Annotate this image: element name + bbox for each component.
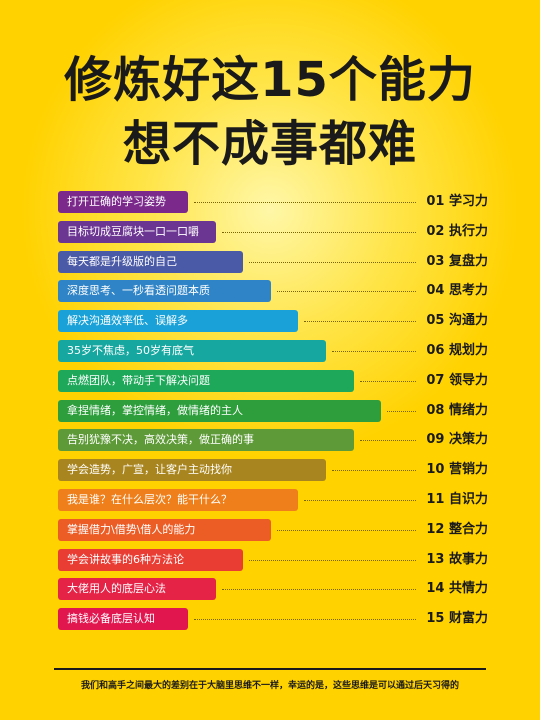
- ability-description-bar: 打开正确的学习姿势: [58, 191, 188, 213]
- ability-description-bar: 学会讲故事的6种方法论: [58, 548, 244, 571]
- ability-description-bar: 拿捏情绪，掌控情绪，做情绪的主人: [58, 399, 382, 422]
- ability-label: 14 共情力: [426, 581, 488, 597]
- dotted-leader-line: [359, 380, 416, 382]
- ability-label: 09 决策力: [426, 432, 488, 448]
- ability-description-bar: 点燃团队，带动手下解决问题: [58, 369, 354, 392]
- ability-row: 打开正确的学习姿势 01 学习力: [58, 191, 488, 213]
- ability-row: 每天都是升级版的自己 03 复盘力: [58, 250, 488, 273]
- ability-description-bar: 我是谁？在什么层次？能干什么？: [58, 489, 299, 511]
- ability-label: 07 领导力: [426, 372, 488, 388]
- ability-row: 目标切成豆腐块一口一口嚼 02 执行力: [58, 220, 488, 243]
- ability-description-bar: 掌握借力\借势\借人的能力: [58, 518, 271, 541]
- ability-description-bar: 搞钱必备底层认知: [58, 608, 188, 631]
- dotted-leader-line: [304, 500, 416, 501]
- ability-label: 06 规划力: [426, 343, 488, 358]
- ability-label: 04 思考力: [426, 283, 488, 299]
- ability-label: 10 营销力: [426, 462, 488, 478]
- dotted-leader-line: [276, 291, 416, 293]
- ability-row: 拿捏情绪，掌控情绪，做情绪的主人 08 情绪力: [58, 399, 488, 422]
- ability-description-bar: 每天都是升级版的自己: [58, 250, 244, 273]
- ability-row: 告别犹豫不决，高效决策，做正确的事 09 决策力: [58, 429, 488, 452]
- ability-label: 05 沟通力: [426, 313, 488, 329]
- dotted-leader-line: [249, 261, 416, 263]
- ability-row: 35岁不焦虑，50岁有底气 06 规划力: [58, 340, 488, 362]
- dotted-leader-line: [221, 231, 416, 233]
- ability-row: 点燃团队，带动手下解决问题 07 领导力: [58, 369, 488, 392]
- ability-description-bar: 目标切成豆腐块一口一口嚼: [58, 220, 216, 243]
- ability-description-bar: 深度思考、一秒看透问题本质: [58, 280, 271, 303]
- ability-row: 大佬用人的底层心法 14 共情力: [58, 578, 488, 601]
- dotted-leader-line: [387, 410, 416, 412]
- ability-description-bar: 解决沟通效率低、误解多: [58, 310, 299, 333]
- ability-label: 01 学习力: [426, 194, 488, 209]
- ability-label: 11 自识力: [426, 492, 488, 507]
- dotted-leader-line: [276, 529, 416, 531]
- ability-label: 12 整合力: [426, 521, 488, 537]
- ability-row: 搞钱必备底层认知 15 财富力: [58, 608, 488, 631]
- dotted-leader-line: [194, 619, 416, 621]
- dotted-leader-line: [359, 440, 416, 442]
- ability-description-bar: 35岁不焦虑，50岁有底气: [58, 340, 326, 362]
- ability-row: 掌握借力\借势\借人的能力 12 整合力: [58, 518, 488, 541]
- dotted-leader-line: [194, 202, 416, 203]
- dotted-leader-line: [332, 351, 416, 352]
- ability-label: 03 复盘力: [426, 253, 488, 269]
- headline-line-1: 修炼好这15个能力: [64, 52, 476, 108]
- ability-row: 学会造势，广宣，让客户主动找你 10 营销力: [58, 459, 488, 482]
- headline-line-2: 想不成事都难: [122, 116, 417, 172]
- ability-row: 我是谁？在什么层次？能干什么？ 11 自识力: [58, 489, 488, 511]
- ability-label: 13 故事力: [426, 551, 488, 567]
- dotted-leader-line: [249, 559, 416, 561]
- dotted-leader-line: [332, 470, 416, 472]
- ability-row: 深度思考、一秒看透问题本质 04 思考力: [58, 280, 488, 303]
- ability-label: 02 执行力: [426, 223, 488, 239]
- ability-label: 15 财富力: [426, 611, 488, 627]
- dotted-leader-line: [304, 321, 416, 323]
- ability-description-bar: 大佬用人的底层心法: [58, 578, 216, 601]
- ability-description-bar: 学会造势，广宣，让客户主动找你: [58, 459, 326, 482]
- footer-divider: [54, 668, 486, 670]
- ability-label: 08 情绪力: [426, 402, 488, 418]
- footer-text: 我们和高手之间最大的差别在于大脑里思维不一样，幸运的是，这些思维是可以通过后天习…: [80, 681, 459, 691]
- ability-description-bar: 告别犹豫不决，高效决策，做正确的事: [58, 429, 354, 452]
- ability-row: 学会讲故事的6种方法论 13 故事力: [58, 548, 488, 571]
- dotted-leader-line: [221, 589, 416, 591]
- ability-row: 解决沟通效率低、误解多 05 沟通力: [58, 310, 488, 333]
